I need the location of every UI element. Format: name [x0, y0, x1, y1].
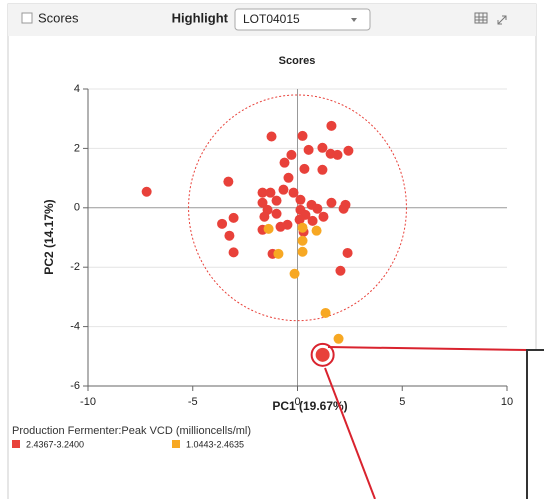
point: [224, 230, 235, 241]
legend-label: 1.0443-2.4635: [186, 439, 244, 449]
lot-dropdown[interactable]: [234, 8, 371, 31]
dropdown-arrow: [351, 18, 357, 22]
point: [228, 247, 239, 258]
point: [228, 212, 239, 223]
x-tick-label: 0: [294, 396, 300, 408]
point: [317, 142, 328, 153]
point: [265, 187, 276, 198]
point: [283, 172, 294, 183]
y-tick-label: -2: [70, 261, 80, 273]
point: [223, 176, 234, 187]
point: [338, 203, 349, 214]
y-tick-label: -6: [70, 380, 80, 392]
point: [317, 164, 328, 175]
expand-icon[interactable]: [497, 15, 507, 25]
point: [335, 265, 346, 276]
y-tick-label: 4: [74, 83, 80, 95]
point: [342, 247, 353, 258]
point: [343, 145, 354, 156]
point: [295, 194, 306, 205]
x-tick-label: 5: [399, 396, 405, 408]
highlight-label: Highlight: [172, 10, 229, 25]
y-axis-label: PC2 (14.17%): [42, 199, 56, 274]
point: [294, 214, 305, 225]
legend-swatch: [172, 440, 180, 448]
point: [299, 163, 310, 174]
legend-title: Production Fermenter:Peak VCD (millionce…: [12, 425, 251, 437]
point: [326, 120, 337, 131]
point: [333, 333, 344, 344]
point: [217, 218, 228, 229]
legend-swatch: [12, 440, 20, 448]
callout-line: [327, 346, 528, 351]
legend-label: 2.4367-3.2400: [26, 439, 84, 449]
table-icon[interactable]: [474, 12, 488, 24]
point: [279, 157, 290, 168]
table-icon-lines: [475, 13, 487, 23]
x-tick-label: -10: [80, 396, 96, 408]
point: [259, 211, 270, 222]
point: [312, 203, 323, 214]
y-tick-label: 0: [74, 202, 80, 214]
point: [273, 248, 284, 259]
point: [326, 197, 337, 208]
callout-line: [324, 367, 376, 499]
point: [278, 184, 289, 195]
y-tick-label: -4: [70, 321, 80, 333]
point: [297, 235, 308, 246]
point: [303, 144, 314, 155]
point: [141, 186, 152, 197]
y-tick-label: 2: [74, 142, 80, 154]
point: [320, 307, 331, 318]
point: [266, 131, 277, 142]
point: [297, 130, 308, 141]
point: [263, 223, 274, 234]
point: [297, 246, 308, 257]
point: [271, 208, 282, 219]
highlight-point: [315, 347, 330, 362]
point: [307, 215, 318, 226]
confidence-ellipse: [188, 94, 407, 322]
checkbox[interactable]: [21, 12, 33, 24]
point: [311, 225, 322, 236]
point: [257, 187, 268, 198]
point: [297, 222, 308, 233]
point: [288, 187, 299, 198]
plot: -6 -4 -2 0 2 4 -10 -5 0 5 10 2.4367-3.2400 1.0443-2.…: [12, 83, 513, 449]
point: [286, 149, 297, 160]
dropdown-value: LOT04015: [243, 12, 300, 26]
point: [282, 219, 293, 230]
point: [257, 197, 268, 208]
x-tick-label: -5: [188, 396, 198, 408]
point: [289, 268, 300, 279]
detail-panel: [526, 349, 544, 499]
chart-title: Scores: [279, 55, 316, 67]
x-axis-label: PC1 (19.67%): [272, 399, 347, 413]
checkbox-label: Scores: [38, 10, 79, 25]
point: [332, 149, 343, 160]
point: [271, 195, 282, 206]
point: [318, 211, 329, 222]
x-tick-label: 10: [501, 396, 513, 408]
